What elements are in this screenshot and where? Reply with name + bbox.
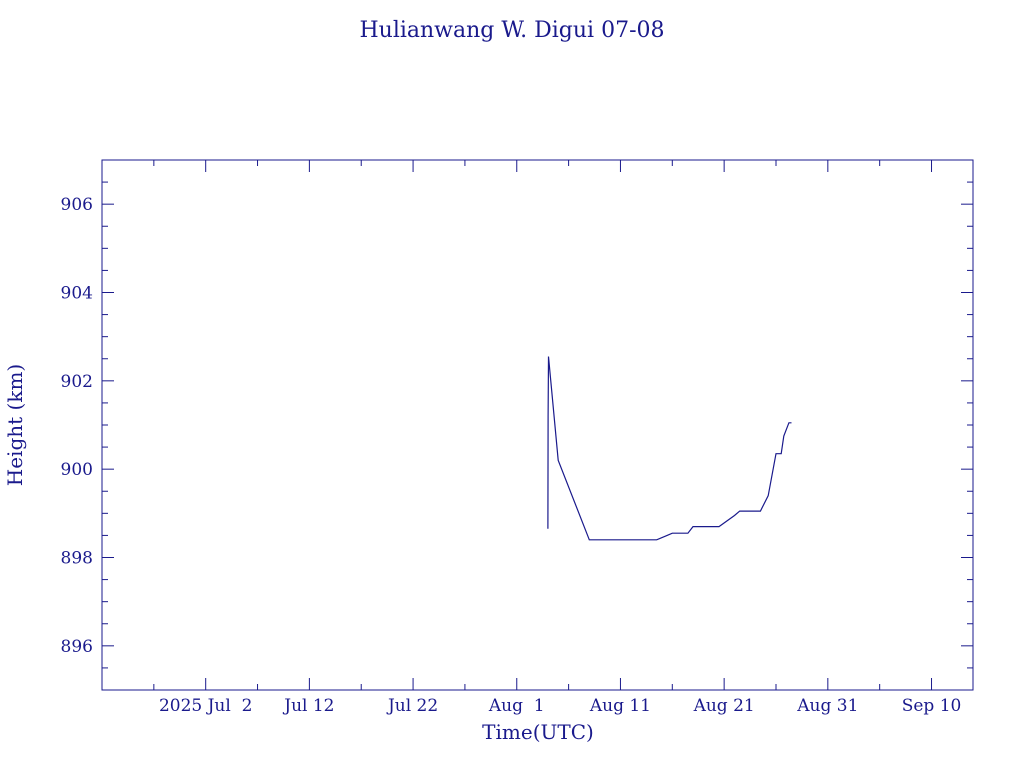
- series-layer: [547, 356, 792, 541]
- x-tick-label: Jul 22: [386, 696, 438, 716]
- x-tick-label: Jul 12: [282, 696, 334, 716]
- y-tick-label: 900: [61, 460, 93, 480]
- x-tick-label: 2025 Jul 2: [159, 696, 253, 716]
- x-axis-label: Time(UTC): [482, 720, 594, 744]
- x-tick-label: Aug 1: [488, 696, 545, 716]
- x-tick-label: Sep 10: [902, 696, 962, 716]
- x-tick-label: Aug 31: [796, 696, 858, 716]
- y-axis-label: Height (km): [3, 364, 27, 486]
- chart-title: Hulianwang W. Digui 07-08: [359, 18, 664, 43]
- x-tick-label: Aug 21: [693, 696, 755, 716]
- tick-labels: 2025 Jul 2 Jul 12 Jul 22 Aug 1 Aug 11 Aug 21 A…: [61, 195, 962, 716]
- plot-frame: [101, 159, 974, 691]
- y-tick-label: 896: [61, 637, 93, 657]
- axis-ticks: [102, 160, 973, 690]
- height-series-line: [547, 356, 792, 541]
- y-tick-label: 906: [61, 195, 93, 215]
- y-tick-label: 902: [61, 372, 93, 392]
- y-tick-label: 898: [61, 549, 93, 569]
- y-tick-label: 904: [61, 284, 93, 304]
- x-tick-label: Aug 11: [589, 696, 651, 716]
